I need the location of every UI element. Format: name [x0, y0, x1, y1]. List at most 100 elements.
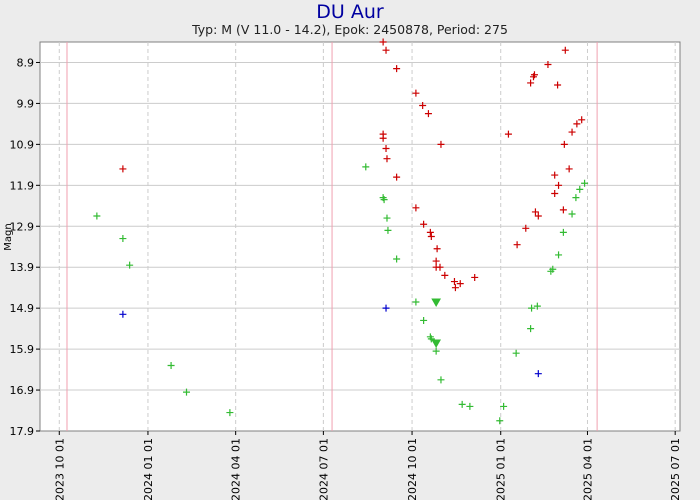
observation-point-green	[226, 409, 234, 417]
observation-point-red	[451, 284, 459, 292]
x-tick-label: 2024 07 01	[317, 438, 330, 500]
observation-point-green	[500, 402, 508, 410]
observation-point-red	[471, 273, 479, 281]
observation-point-green	[384, 226, 392, 234]
grid-layer	[40, 42, 680, 431]
observation-point-red	[379, 134, 387, 142]
observation-point-green	[383, 214, 391, 222]
observation-point-red	[573, 120, 581, 128]
observation-point-red	[441, 271, 449, 279]
observation-point-red	[436, 263, 444, 271]
observation-point-red	[560, 140, 568, 148]
x-tick-label: 2023 10 01	[53, 438, 66, 500]
x-tick-label: 2025 07 01	[669, 438, 682, 500]
observation-point-red	[555, 181, 563, 189]
observation-point-green	[427, 335, 435, 343]
observation-point-red	[565, 165, 573, 173]
observation-point-green	[432, 347, 440, 355]
observation-point-green	[458, 400, 466, 408]
observation-point-red	[578, 116, 586, 124]
y-axis-label: Magn	[3, 223, 14, 250]
observation-point-green	[93, 212, 101, 220]
fainter-than-point-green	[431, 339, 442, 348]
observation-point-green	[119, 235, 127, 243]
y-tick-label: 8.9	[17, 56, 35, 69]
observation-point-red	[382, 46, 390, 54]
observation-point-green	[167, 361, 175, 369]
observation-point-green	[412, 298, 420, 306]
observation-point-red	[527, 79, 535, 87]
observation-point-red	[427, 233, 435, 240]
chart-subtitle: Typ: M (V 11.0 - 14.2), Epok: 2450878, P…	[192, 22, 508, 37]
observation-point-red	[412, 89, 420, 97]
x-tick-label: 2024 01 01	[142, 438, 155, 500]
observation-point-red	[379, 38, 387, 46]
fainter-than-point-green	[431, 298, 442, 308]
observation-point-green	[437, 376, 445, 384]
observation-point-green	[126, 261, 134, 269]
observation-point-red	[544, 61, 552, 69]
observation-point-red	[534, 212, 542, 220]
observation-point-red	[456, 280, 464, 288]
plot-area	[39, 41, 681, 432]
x-tick-label: 2024 10 01	[406, 438, 419, 500]
y-tick-label: 15.9	[10, 343, 35, 356]
observation-point-green	[572, 194, 580, 202]
observation-point-red	[551, 190, 559, 198]
observation-point-red	[424, 110, 432, 118]
y-tick-label: 17.9	[10, 425, 35, 438]
observation-point-red	[513, 241, 521, 249]
observation-point-green	[576, 185, 584, 193]
observation-point-green	[559, 228, 567, 236]
observation-point-green	[528, 304, 536, 312]
maxima-layer	[66, 42, 598, 431]
observation-point-red	[420, 220, 428, 228]
observation-point-green	[362, 163, 370, 171]
observation-point-red	[382, 144, 390, 152]
observation-point-red	[450, 278, 458, 286]
x-tick-label: 2025 01 01	[495, 438, 508, 500]
observation-point-red	[551, 171, 559, 179]
y-tick-label: 13.9	[10, 261, 35, 274]
observation-point-green	[393, 255, 401, 263]
observation-point-green	[581, 179, 589, 187]
observation-point-red	[393, 65, 401, 73]
observation-point-red	[432, 257, 440, 265]
observation-point-red	[393, 173, 401, 181]
y-tick-label: 10.9	[10, 138, 35, 151]
observation-point-blue	[534, 370, 542, 378]
observation-point-red	[383, 155, 391, 163]
observation-point-green	[496, 417, 504, 425]
observation-point-red	[504, 130, 512, 138]
observation-point-red	[522, 224, 530, 232]
observation-point-red	[437, 140, 445, 148]
y-tick-label: 16.9	[10, 384, 35, 397]
observation-point-green	[533, 302, 541, 310]
observation-point-green	[549, 265, 557, 273]
observation-point-green	[527, 325, 535, 333]
observation-point-red	[568, 128, 576, 136]
observation-point-red	[561, 46, 569, 54]
observation-point-green	[420, 316, 428, 324]
observation-point-green	[512, 349, 520, 357]
points-layer	[93, 38, 589, 425]
observation-point-red	[530, 71, 538, 79]
axis-layer: 8.9 9.9 10.9 11.9 12.9 13.9 14.9 15.9 16.9 17.9 20…	[10, 56, 683, 500]
observation-point-green	[568, 210, 576, 218]
observation-point-red	[419, 101, 427, 109]
y-tick-label: 11.9	[10, 179, 35, 192]
x-tick-label: 2024 04 01	[230, 438, 243, 500]
observation-point-red	[412, 204, 420, 212]
observation-point-blue	[119, 310, 127, 318]
observation-point-green	[555, 251, 563, 259]
observation-point-red	[554, 81, 562, 89]
y-tick-label: 9.9	[17, 97, 35, 110]
observation-point-red	[531, 208, 539, 216]
y-tick-label: 12.9	[10, 220, 35, 233]
observation-point-green	[466, 402, 474, 410]
x-tick-label: 2025 04 01	[581, 438, 594, 500]
observation-point-green	[380, 196, 388, 204]
observation-point-red	[119, 165, 127, 173]
chart-title: DU Aur	[316, 1, 384, 23]
